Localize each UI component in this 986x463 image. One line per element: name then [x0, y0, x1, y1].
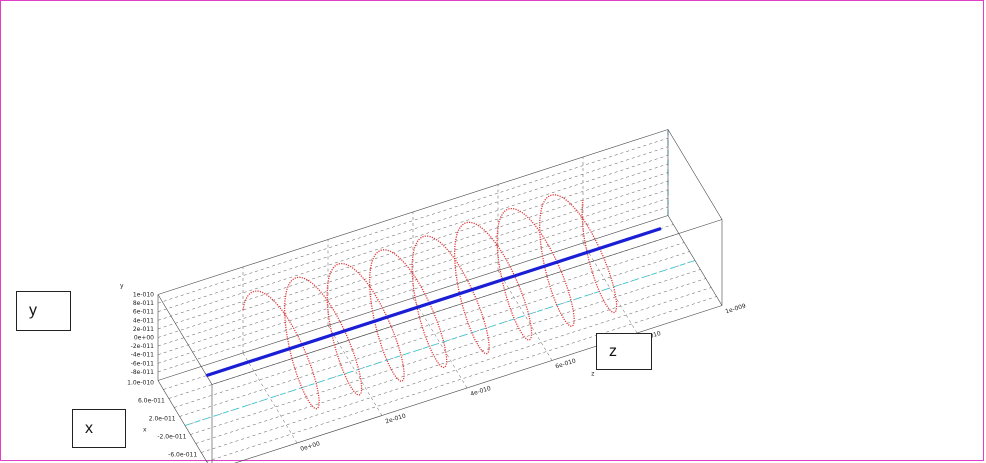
- axis-line-mark: [205, 226, 662, 378]
- z-tick-label: 2e-010: [385, 412, 407, 425]
- box-edge-7: [667, 129, 723, 220]
- helix-curve: [242, 194, 618, 410]
- grid-line-wall-3: [157, 180, 669, 347]
- grid-line-floor-0: [206, 296, 717, 462]
- box-edge-6: [667, 215, 723, 306]
- z-label-text: z: [609, 342, 617, 360]
- y-tick-label: 1e-010: [133, 292, 154, 299]
- x-tick-label: -2.0e-011: [157, 434, 186, 441]
- y-tick-label: 8e-011: [133, 300, 154, 307]
- grid-line-z-floor-0: [242, 352, 298, 444]
- z-tick-label: 4e-010: [470, 385, 492, 398]
- grid-line-wall-8: [157, 137, 669, 304]
- x-tick-label: -6.0e-011: [168, 452, 197, 459]
- y-tick-label: -2e-011: [131, 343, 154, 350]
- z-label-box: z: [596, 333, 652, 370]
- grid-line-z-floor-3: [497, 270, 553, 361]
- z-axis-letter: z: [591, 371, 594, 378]
- box-edge-0: [234, 305, 723, 463]
- grid-line-wall-1: [157, 198, 669, 364]
- grid-line-floor-4: [184, 260, 696, 426]
- x-label-text: x: [85, 419, 93, 437]
- grid-line-wall-5: [157, 163, 669, 330]
- x-label-box: x: [72, 409, 126, 448]
- y-tick-label: 4e-011: [133, 317, 154, 324]
- y-tick-label: 6e-011: [133, 309, 154, 316]
- y-axis-letter: y: [120, 283, 124, 290]
- box-edge-1: [157, 215, 669, 381]
- y-tick-label: -8e-011: [131, 369, 154, 376]
- z-tick-label: 6e-010: [555, 357, 577, 370]
- y-tick-label: 0e+00: [134, 335, 154, 342]
- grid-line-z-floor-2: [412, 297, 468, 389]
- y-label-text: y: [29, 302, 37, 319]
- box-edge-2: [211, 219, 723, 385]
- x-axis-letter: x: [143, 427, 147, 434]
- box-edge-3: [157, 129, 669, 295]
- bounding-box: [157, 129, 723, 463]
- x-tick-label: 6.0e-011: [138, 398, 165, 405]
- axis-line-series: [205, 226, 662, 378]
- box-edge-5: [157, 294, 213, 385]
- box-edge-4: [157, 380, 208, 463]
- z-tick-label: 1e-009: [725, 302, 747, 315]
- grid-line-z-floor-1: [327, 325, 383, 416]
- x-tick-label: 2.0e-011: [149, 416, 176, 423]
- y-tick-label: -6e-011: [131, 360, 154, 367]
- helix-series: [242, 194, 618, 410]
- y-tick-label: 2e-011: [133, 326, 154, 333]
- y-tick-label: -4e-011: [131, 352, 154, 359]
- x-tick-label: 1.0e-010: [127, 380, 154, 387]
- z-tick-label: 0e+00: [300, 440, 322, 453]
- y-label-box: y: [16, 291, 71, 331]
- grid-layer: [157, 129, 717, 462]
